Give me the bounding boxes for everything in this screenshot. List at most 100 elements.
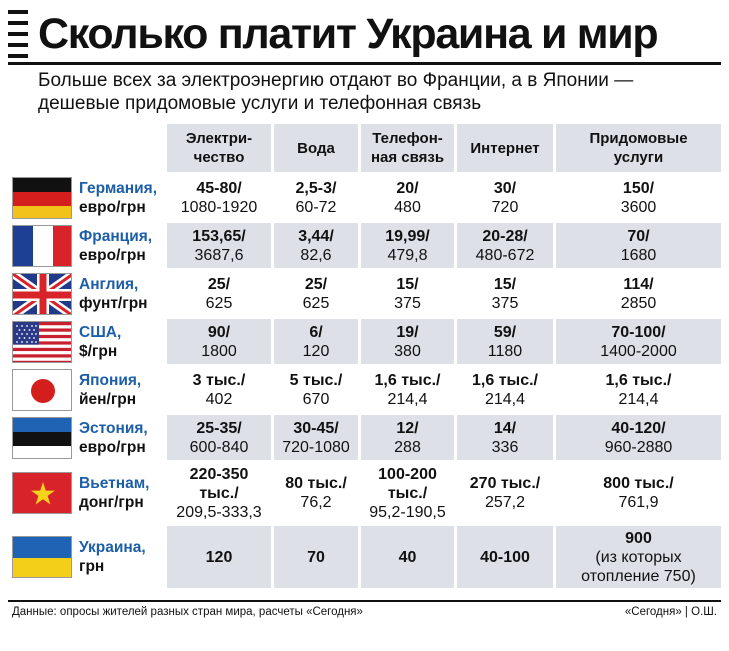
- price-local: 70: [307, 548, 325, 566]
- price-uah: 720-1080: [282, 438, 350, 456]
- price-local: 3 тыс./: [192, 371, 246, 389]
- title-block: Сколько платит Украина и мир: [8, 6, 659, 62]
- table-row: Вьетнам, донг/грн 220-350 тыс./209,5-333,3 8…: [8, 463, 721, 523]
- country-cell: Украина, грн: [8, 526, 164, 588]
- price-local: 150/: [622, 179, 655, 197]
- japan-flag: [12, 368, 72, 411]
- country-cell: Вьетнам, донг/грн: [8, 463, 164, 523]
- price-local: 59/: [493, 323, 517, 341]
- price-cell: 19,99/479,8: [361, 223, 454, 268]
- price-cell: 15/375: [457, 271, 553, 316]
- price-local: 20/: [396, 179, 419, 197]
- price-uah: 82,6: [300, 246, 332, 264]
- price-local: 2,5-3/: [295, 179, 337, 197]
- price-uah: 95,2-190,5: [369, 503, 446, 521]
- table-row: Германия, евро/грн 45-80/1080-1920 2,5-3/60…: [8, 175, 721, 220]
- price-uah: 3687,6: [194, 246, 244, 264]
- price-cell: 153,65/3687,6: [167, 223, 271, 268]
- price-uah: 1400-2000: [600, 342, 677, 360]
- currency-unit: донг/грн: [79, 494, 144, 511]
- country-label: Эстония, евро/грн: [79, 419, 148, 457]
- price-uah: 3600: [620, 198, 657, 216]
- table-row: Япония, йен/грн 3 тыс./402 5 тыс./670 1,6 ты…: [8, 367, 721, 412]
- table-row: Франция, евро/грн 153,65/3687,6 3,44/82,6 19…: [8, 223, 721, 268]
- table-row: Англия, фунт/грн 25/625 25/625 15/375 15/375 1…: [8, 271, 721, 316]
- price-uah: 1080-1920: [180, 198, 258, 216]
- country-label: Англия, фунт/грн: [79, 275, 148, 313]
- price-cell: 3,44/82,6: [274, 223, 358, 268]
- country-cell: Германия, евро/грн: [8, 175, 164, 220]
- column-header: Телефон-ная связь: [361, 124, 454, 172]
- price-local: 30/: [493, 179, 517, 197]
- title-bars-icon: [8, 10, 28, 58]
- price-uah: 625: [205, 294, 233, 312]
- price-local: 40-120/: [611, 419, 666, 437]
- price-uah: 960-2880: [604, 438, 673, 456]
- price-local: 19/: [396, 323, 419, 341]
- price-cell: 45-80/1080-1920: [167, 175, 271, 220]
- price-uah: 209,5-333,3: [176, 503, 262, 521]
- currency-unit: евро/грн: [79, 246, 146, 264]
- price-cell: 120: [167, 526, 271, 588]
- country-label: Германия, евро/грн: [79, 179, 157, 217]
- price-uah: 288: [394, 438, 421, 456]
- footer-divider: [8, 600, 721, 602]
- price-local: 120: [205, 548, 233, 566]
- price-local: 19,99/: [385, 227, 430, 245]
- country-name: Англия,: [79, 275, 139, 293]
- price-uah: 625: [302, 294, 330, 312]
- price-uah: 761,9: [618, 494, 659, 511]
- currency-unit: грн: [79, 558, 105, 575]
- price-uah: 1180: [487, 342, 523, 360]
- price-uah: 670: [302, 390, 330, 408]
- country-name: Франция,: [79, 227, 153, 245]
- country-name: Германия,: [79, 179, 158, 197]
- country-label: Украина, грн: [79, 538, 146, 576]
- currency-unit: $/грн: [79, 342, 118, 360]
- price-uah: 600-840: [189, 438, 249, 456]
- currency-unit: евро/грн: [79, 198, 146, 216]
- country-label: США, $/грн: [79, 323, 121, 361]
- vietnam-flag: [12, 472, 72, 514]
- country-cell: Япония, йен/грн: [8, 367, 164, 412]
- page-title: Сколько платит Украина и мир: [38, 9, 659, 58]
- price-cell: 1,6 тыс./214,4: [361, 367, 454, 412]
- subtitle: Больше всех за электроэнергию отдают во …: [38, 70, 634, 114]
- estonia-flag: [12, 416, 72, 459]
- price-cell: 40-120/960-2880: [556, 415, 721, 460]
- price-uah: 120: [302, 342, 330, 360]
- price-cell: 20/480: [361, 175, 454, 220]
- price-cell: 2,5-3/60-72: [274, 175, 358, 220]
- source-note: Данные: опросы жителей разных стран мира…: [12, 606, 363, 618]
- price-cell: 12/288: [361, 415, 454, 460]
- price-uah: 479,8: [387, 246, 428, 264]
- price-cell: 270 тыс./ 257,2: [457, 463, 553, 523]
- price-cell: 220-350 тыс./209,5-333,3: [167, 463, 271, 523]
- price-uah: 480: [394, 198, 421, 216]
- price-uah: 2850: [620, 294, 657, 312]
- currency-unit: фунт/грн: [79, 294, 148, 312]
- price-uah: 214,4: [618, 390, 659, 408]
- price-cell: 90/1800: [167, 319, 271, 364]
- price-local: 70-100/: [611, 323, 666, 341]
- country-name: Вьетнам,: [79, 475, 150, 492]
- country-label: Япония, йен/грн: [79, 371, 141, 409]
- country-name: Украина,: [79, 539, 146, 556]
- germany-flag: [12, 176, 72, 219]
- price-local: 20-28/: [482, 227, 528, 245]
- price-local: 40-100: [480, 548, 530, 566]
- price-cell: 15/375: [361, 271, 454, 316]
- price-uah: 480-672: [475, 246, 535, 264]
- price-cell: 70-100/1400-2000: [556, 319, 721, 364]
- column-header: Интернет: [457, 124, 553, 172]
- price-local: 1,6 тыс./: [605, 371, 672, 389]
- price-cell: 1,6 тыс./214,4: [556, 367, 721, 412]
- price-cell: 70: [274, 526, 358, 588]
- usa-flag: [12, 320, 72, 363]
- table-row: Украина, грн 120 70 40 40-100 900 (из которых от…: [8, 526, 721, 588]
- country-label: Вьетнам, донг/грн: [79, 474, 149, 512]
- price-cell: 900 (из которых отопление 750): [556, 526, 721, 588]
- price-cell: 150/3600: [556, 175, 721, 220]
- price-local: 114/: [623, 275, 654, 293]
- price-local: 80 тыс./: [285, 475, 347, 492]
